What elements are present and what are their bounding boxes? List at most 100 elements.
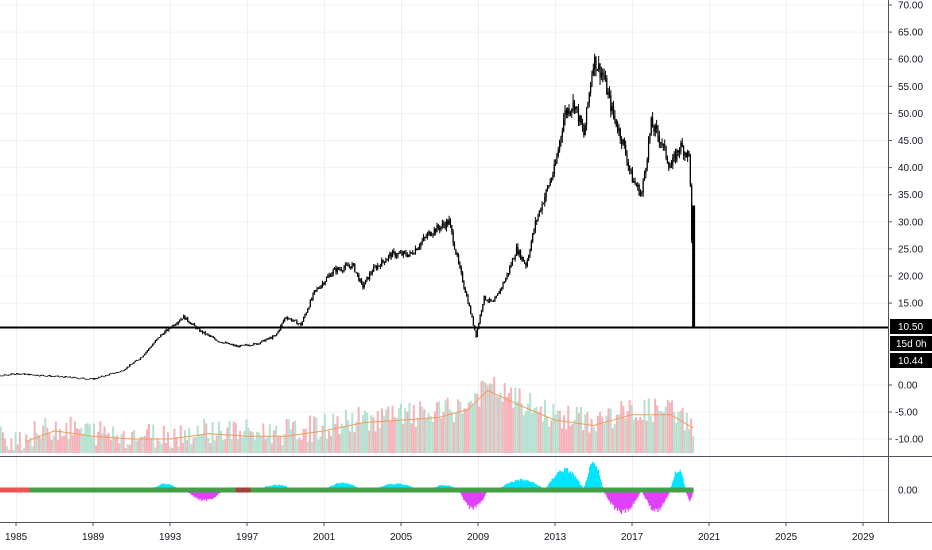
oscillator-bar (528, 481, 530, 490)
oscillator-bar (662, 490, 664, 503)
oscillator-bar (348, 484, 350, 490)
volume-bar (687, 429, 690, 454)
candle-body (580, 115, 582, 125)
oscillator-bar (654, 490, 656, 508)
volume-bar (33, 421, 36, 454)
oscillator-bar (635, 490, 637, 501)
candle-body (656, 125, 658, 129)
volume-bar (486, 384, 489, 454)
volume-bar (23, 447, 26, 454)
volume-bar (95, 445, 98, 454)
oscillator-bar (606, 490, 608, 497)
oscillator-bar (203, 490, 205, 500)
candle-body (572, 100, 574, 110)
volume-bar (304, 428, 307, 454)
candle-body (619, 128, 621, 139)
candle-body (608, 92, 611, 96)
candle-body (320, 285, 322, 289)
candle-body (540, 210, 542, 212)
candle-body (51, 376, 53, 377)
oscillator-bar (575, 478, 577, 490)
oscillator-bar (398, 484, 400, 490)
volume-bar (550, 420, 553, 454)
volume-bar (455, 412, 458, 454)
oscillator-bar (481, 490, 483, 501)
oscillator-bar (205, 490, 208, 502)
volume-bar (313, 416, 316, 454)
oscillator-bar (665, 490, 667, 499)
volume-bar (681, 407, 684, 454)
candle-body (73, 376, 76, 378)
oscillator-bar (192, 490, 194, 496)
oscillator-bar (470, 490, 472, 508)
candle-body (145, 352, 147, 355)
volume-bar (349, 431, 352, 454)
candle-body (413, 253, 415, 255)
candle-body (60, 376, 62, 378)
candle-body (199, 328, 201, 332)
oscillator-bar (574, 475, 576, 490)
volume-bar (228, 420, 231, 454)
candle-body (103, 376, 105, 378)
volume-bar (435, 402, 438, 454)
oscillator-bar (681, 475, 683, 490)
candle-body (639, 192, 642, 196)
volume-bar (169, 446, 172, 454)
candle-body (42, 375, 45, 376)
oscillator-bar (667, 490, 669, 497)
volume-bar (463, 408, 466, 454)
candle-body (282, 320, 284, 323)
oscillator-bar (629, 490, 631, 510)
candle-body (611, 106, 613, 112)
oscillator-bar (509, 482, 511, 490)
oscillator-bar (615, 490, 617, 508)
volume-bar (334, 423, 337, 454)
candle-body (289, 318, 291, 320)
candle-body (32, 374, 34, 376)
oscillator-bar (651, 490, 653, 511)
candle-body (523, 261, 526, 264)
candle-body (687, 151, 689, 157)
candle-body (577, 108, 580, 122)
oscillator-bar (585, 481, 587, 490)
price-tick-label: 70.00 (898, 1, 923, 12)
oscillator-bar (278, 484, 280, 490)
candle-body (126, 366, 128, 369)
candle-body (412, 252, 414, 255)
oscillator-bar (643, 490, 646, 497)
candle-body (76, 377, 78, 379)
candle-body (187, 317, 189, 322)
candle-body (433, 228, 435, 234)
candle-body (452, 232, 454, 244)
volume-bar (18, 432, 21, 454)
oscillator-bar (620, 490, 623, 515)
candle-body (602, 72, 604, 75)
candle-body (61, 376, 63, 378)
oscillator-bar (674, 471, 677, 490)
candle-body (421, 240, 423, 243)
candle-body (494, 298, 496, 302)
candle-body (185, 317, 187, 320)
candle-body (317, 288, 320, 290)
candle-body (351, 263, 353, 269)
price-tick-label: 20.00 (898, 272, 923, 283)
price-tick-label: 15.00 (898, 299, 923, 310)
candle-body (559, 141, 561, 150)
candle-body (610, 95, 612, 112)
volume-bar (533, 408, 536, 454)
candle-body (616, 126, 619, 132)
candle-body (584, 125, 586, 136)
candle-body (243, 344, 245, 346)
volume-bar (279, 436, 282, 454)
oscillator-bar (633, 490, 635, 504)
volume-bar (467, 402, 470, 454)
oscillator-bar (339, 483, 342, 490)
volume-bar (63, 435, 66, 454)
candle-body (168, 327, 170, 331)
volume-bar (385, 409, 388, 454)
oscillator-bar (202, 490, 204, 500)
oscillator-bar (471, 490, 473, 508)
volume-bar (160, 444, 163, 454)
volume-bar (603, 424, 606, 454)
